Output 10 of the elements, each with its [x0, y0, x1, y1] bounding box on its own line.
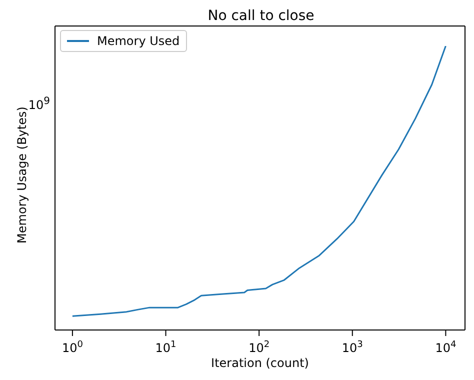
- chart-title: No call to close: [206, 8, 316, 24]
- x-axis-title: Iteration (count): [211, 356, 309, 370]
- text: 10$^{9}$: [28, 96, 50, 112]
- legend-label: Memory Used: [97, 34, 180, 48]
- x-tick-label: 10$^{2}$: [248, 340, 270, 355]
- x-tick-label: 10$^{3}$: [342, 340, 363, 355]
- x-tick-label: 10$^{0}$: [62, 340, 84, 355]
- x-tick-label: 10$^{4}$: [435, 340, 456, 355]
- x-tick-label: 10$^{1}$: [155, 340, 176, 355]
- y-axis-title: Memory Usage (Bytes): [15, 106, 29, 246]
